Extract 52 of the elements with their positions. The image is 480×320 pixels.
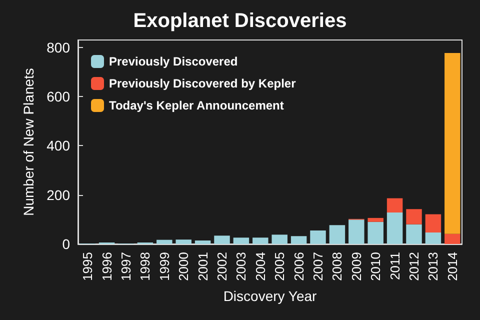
x-axis-title: Discovery Year [223,288,318,304]
bar [386,212,403,244]
bar [425,232,442,244]
bar [252,238,268,244]
y-tick-label: 200 [46,186,70,203]
bar [406,209,422,224]
bar [156,240,172,244]
chart-title: Exoplanet Discoveries [133,10,347,32]
legend-label: Previously Discovered by Kepler [109,76,296,90]
legend-label: Today's Kepler Announcement [109,98,284,112]
bar [290,236,307,244]
bar [444,234,460,244]
bar [214,236,230,244]
legend-label: Previously Discovered [109,54,238,68]
y-axis-title: Number of New Planets [20,68,37,216]
y-tick-label: 0 [62,236,70,252]
x-tick-label: 2000 [176,252,192,281]
bar [386,198,403,213]
bar [194,240,211,244]
x-tick-label: 2006 [291,252,306,281]
x-tick-label: 2011 [387,252,402,280]
x-tick-label: 2013 [426,252,441,281]
x-tick-label: 1997 [118,252,134,281]
bar [348,220,364,244]
x-tick-label: 1995 [80,252,96,281]
x-tick-label: 2012 [406,252,422,281]
x-tick-label: 2001 [195,252,210,281]
bar [444,53,460,234]
bar [425,214,442,232]
y-tick-label: 600 [46,88,70,105]
bar [368,222,384,244]
x-tick-label: 2008 [330,252,345,281]
x-tick-label: 1999 [156,252,172,281]
x-tick-label: 1998 [138,252,153,281]
x-tick-label: 2014 [444,252,460,281]
bar [406,224,422,244]
x-tick-label: 1996 [99,252,114,281]
bar [272,234,288,244]
x-tick-label: 2002 [214,252,230,281]
bar [176,240,192,244]
bar [368,218,384,222]
bar [233,238,250,244]
x-tick-label: 2003 [234,252,249,281]
y-tick-label: 800 [46,39,70,56]
y-tick-label: 400 [46,138,70,154]
bar [329,225,346,244]
x-tick-label: 2007 [310,252,326,281]
x-tick-label: 2005 [272,252,288,281]
x-tick-label: 2010 [368,252,384,281]
x-tick-label: 2009 [348,252,364,281]
bar [310,230,326,244]
x-tick-label: 2004 [252,252,268,281]
